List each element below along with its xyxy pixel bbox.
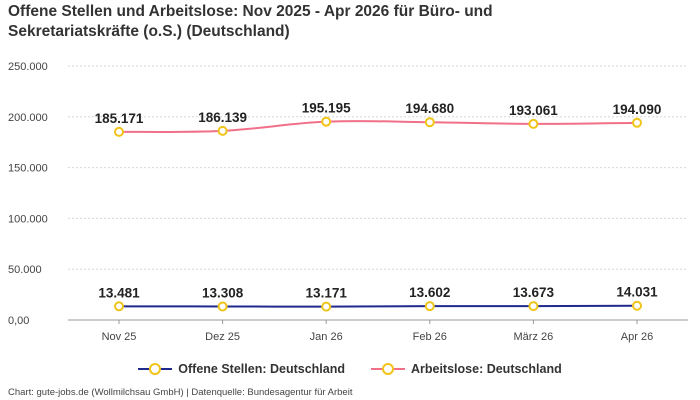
x-tick-label: Feb 26	[413, 331, 447, 343]
data-point	[114, 301, 124, 312]
series-0: 13.481 13.308 13.171 13.602 13.673 14.031	[98, 285, 658, 312]
series-line	[118, 304, 638, 308]
data-point	[632, 300, 642, 311]
legend-marker	[149, 363, 162, 375]
legend: Offene Stellen: Deutschland Arbeitslose: …	[0, 362, 700, 376]
x-tick-label: Apr 26	[621, 331, 653, 343]
data-point	[632, 117, 642, 128]
x-axis: Nov 25 Dez 25 Jan 26 Feb 26 März 26 Apr 26	[68, 319, 688, 343]
data-point	[217, 125, 228, 136]
data-label: 13.308	[202, 285, 244, 300]
legend-marker	[381, 363, 394, 375]
data-label: 194.680	[405, 101, 454, 116]
data-label: 14.031	[616, 285, 658, 300]
y-tick-label: 0,00	[8, 315, 29, 327]
series-1: 185.171 186.139 195.195 194.680 193.061 194.0…	[95, 101, 662, 137]
x-tick-label: Jan 26	[310, 331, 343, 343]
legend-symbol	[370, 363, 405, 375]
data-label: 186.139	[198, 110, 247, 125]
x-tick-label: Nov 25	[102, 331, 137, 343]
data-label: 13.481	[98, 285, 140, 300]
chart-footer: Chart: gute-jobs.de (Wollmilchsau GmbH) …	[8, 387, 353, 398]
data-point	[528, 301, 539, 312]
series-group: 13.481 13.308 13.171 13.602 13.673 14.031 185.…	[95, 101, 662, 312]
data-point	[321, 301, 332, 312]
data-label: 185.171	[95, 111, 144, 126]
x-tick-label: März 26	[514, 331, 554, 343]
y-tick-label: 250.000	[8, 61, 48, 73]
y-axis: 0,00 50.000 100.000 150.000 200.000 250.000	[8, 61, 48, 327]
y-tick-label: 50.000	[8, 264, 42, 276]
data-label: 13.602	[409, 285, 450, 300]
data-label: 195.195	[302, 101, 351, 116]
data-label: 13.673	[513, 285, 555, 300]
legend-item-0[interactable]: Offene Stellen: Deutschland	[138, 362, 345, 376]
y-tick-label: 150.000	[8, 163, 48, 175]
data-point	[424, 117, 435, 128]
data-label: 194.090	[613, 102, 662, 117]
data-label: 13.171	[306, 286, 348, 301]
data-point	[424, 301, 435, 312]
data-point	[321, 116, 332, 127]
data-point	[528, 118, 539, 129]
x-tick-label: Dez 25	[205, 331, 240, 343]
data-point	[114, 126, 124, 137]
series-line	[118, 120, 638, 133]
legend-symbol	[138, 363, 173, 375]
grid-lines	[68, 65, 688, 321]
data-label: 193.061	[509, 103, 558, 118]
y-tick-label: 200.000	[8, 112, 48, 124]
legend-item-1[interactable]: Arbeitslose: Deutschland	[370, 362, 562, 376]
data-point	[217, 301, 228, 312]
legend-label: Arbeitslose: Deutschland	[410, 362, 562, 376]
chart-title: Offene Stellen und Arbeitslose: Nov 2025…	[8, 3, 493, 40]
y-tick-label: 100.000	[8, 213, 48, 225]
legend-label: Offene Stellen: Deutschland	[178, 362, 345, 376]
